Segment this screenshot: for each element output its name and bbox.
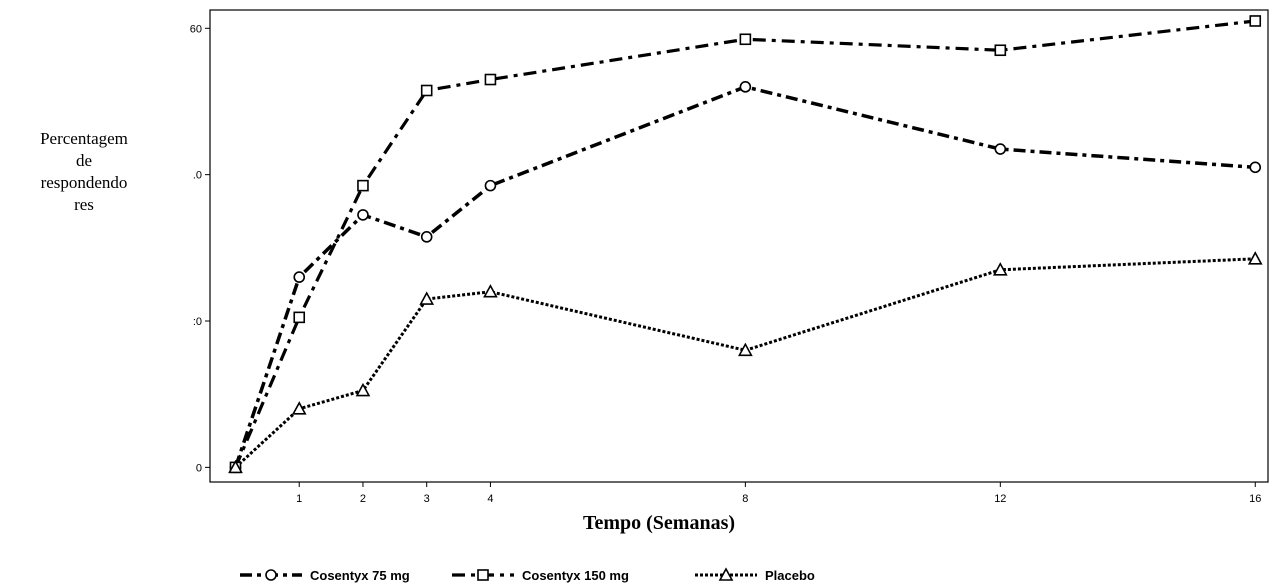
data-point-circle (484, 179, 497, 192)
y-tick-label: 0 (196, 462, 202, 474)
series-line-3 (234, 257, 1256, 469)
x-tick-label: 16 (1249, 493, 1261, 505)
data-point-triangle (228, 459, 243, 474)
data-point-circle (420, 231, 433, 243)
x-tick-label: 1 (296, 493, 302, 505)
data-point-square (739, 33, 752, 46)
x-tick-label: 3 (424, 493, 430, 505)
y-axis-label: Percentagem de respondendo res (40, 129, 128, 214)
data-point-square (484, 73, 497, 86)
y-tick-label: :0 (193, 316, 202, 328)
legend-label: Cosentyx 150 mg (522, 568, 629, 583)
series-line-1 (233, 85, 1256, 468)
data-point-triangle (1247, 251, 1263, 265)
data-point-circle (739, 81, 752, 93)
data-point-square (293, 311, 306, 324)
data-point-triangle (291, 401, 307, 415)
x-tick-label: 4 (487, 493, 493, 505)
x-tick-label: 12 (994, 493, 1006, 505)
data-point-square (420, 84, 433, 97)
legend-marker-circle (265, 569, 277, 581)
data-point-circle (293, 271, 306, 283)
series-lines (233, 19, 1256, 469)
y-tick-label: .0 (193, 170, 202, 182)
legend-label: Placebo (765, 568, 815, 583)
data-point-circle (357, 209, 369, 221)
legend-marker-square (477, 569, 489, 581)
data-point-triangle (355, 382, 371, 397)
y-axis: 0 :0 .0 60 (190, 23, 210, 474)
data-point-triangle (738, 342, 753, 357)
legend: Cosentyx 75 mg Cosentyx 150 mg Placebo (240, 567, 815, 583)
data-point-triangle (419, 291, 435, 305)
y-tick-label: 60 (190, 23, 202, 35)
data-point-circle (994, 143, 1007, 155)
series-line-2 (234, 19, 1256, 468)
x-axis-title: Tempo (Semanas) (583, 512, 735, 534)
data-point-square (357, 179, 369, 192)
data-point-circle (1249, 161, 1262, 174)
legend-marker-triangle (718, 567, 734, 581)
x-tick-label: 2 (360, 493, 366, 505)
x-tick-label: 8 (742, 493, 748, 505)
data-point-triangle (483, 284, 498, 298)
x-axis: 1 2 3 4 8 12 16 (296, 482, 1261, 505)
plot-frame (209, 9, 1269, 483)
legend-label: Cosentyx 75 mg (310, 568, 410, 583)
series-markers (228, 15, 1263, 474)
data-point-square (994, 44, 1007, 57)
data-point-triangle (992, 262, 1008, 276)
data-point-square (1249, 15, 1262, 27)
